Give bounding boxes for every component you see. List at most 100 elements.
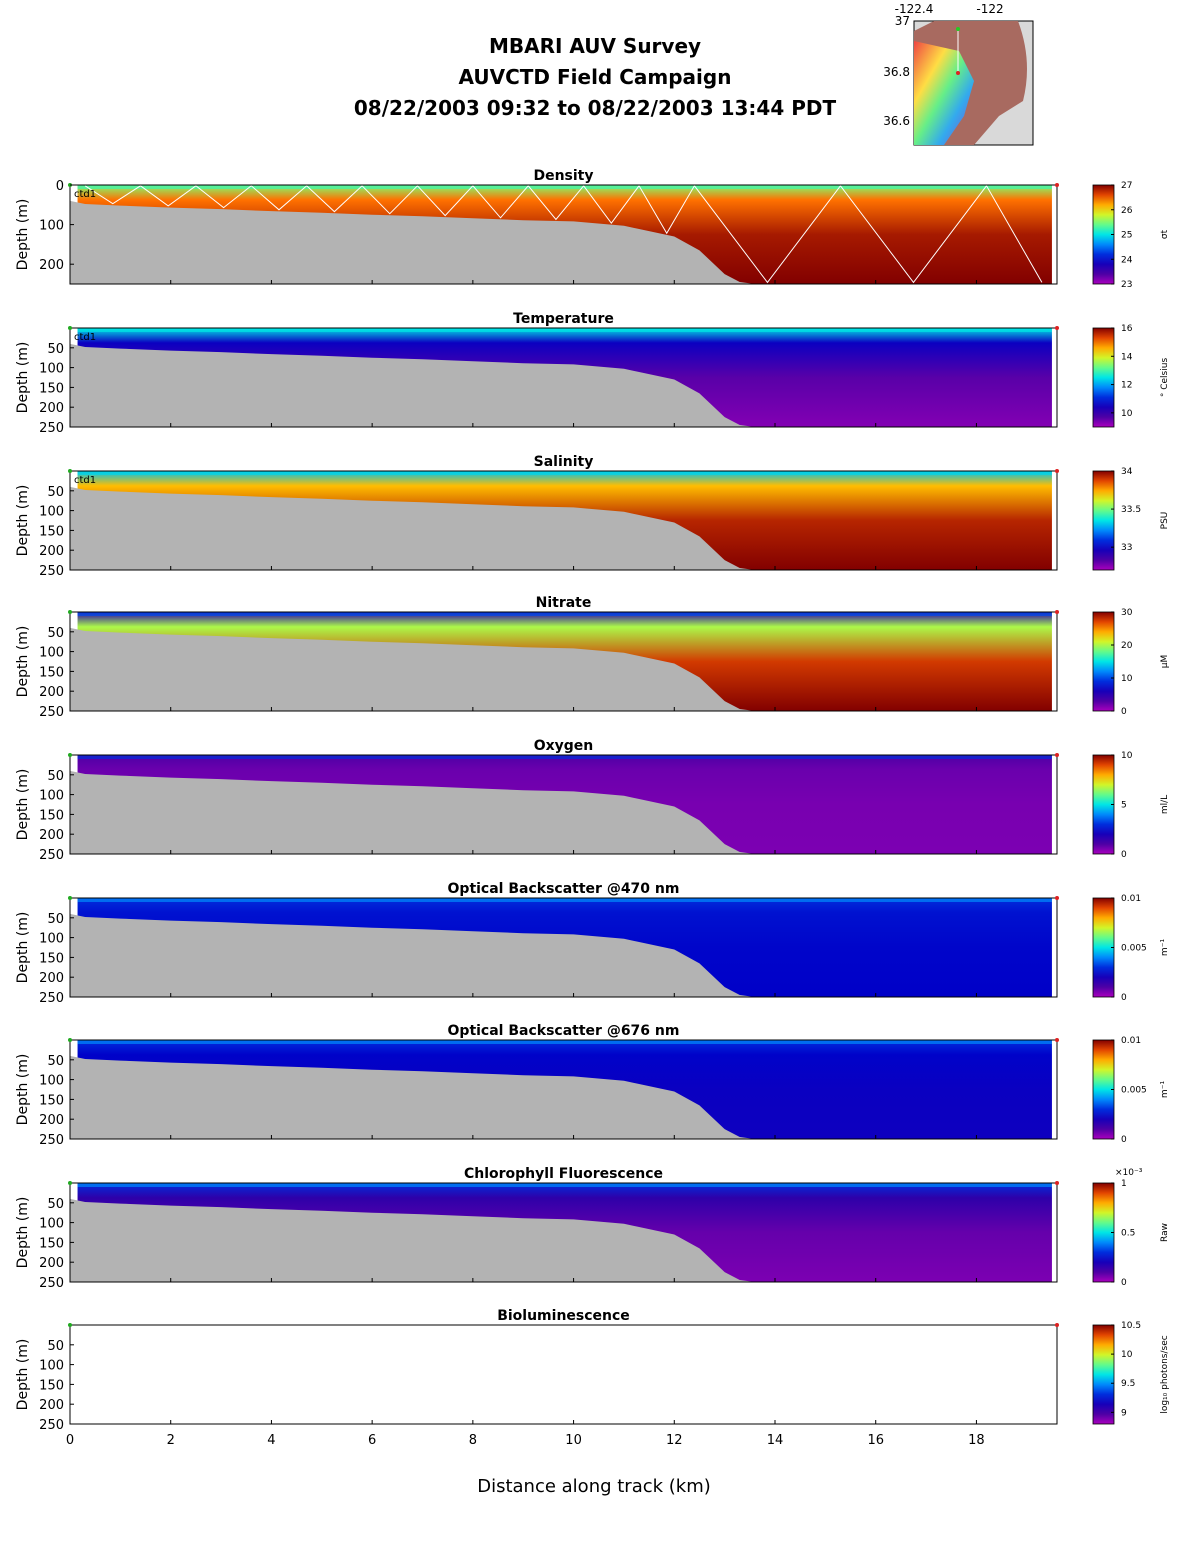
axes-frame [69,611,1058,712]
no-data-region [1051,898,1057,997]
y-tick-label: 100 [39,1359,64,1374]
y-tick-label: 200 [39,1398,64,1413]
map-y-tick: 36.8 [883,65,910,79]
y-tick-label: 250 [39,421,64,436]
colorbar-tick-label: 33 [1121,543,1132,553]
start-marker [68,610,72,614]
colorbar-units: ° Celsius [1160,358,1170,398]
y-tick-label: 50 [47,1197,64,1212]
colorbar-tick-label: 12 [1121,381,1132,391]
y-axis-label: Depth (m) [15,912,31,984]
panel-title: Salinity [534,454,594,470]
y-tick-label: 250 [39,848,64,863]
colorbar [1092,1182,1115,1283]
start-marker [68,1038,72,1042]
bathymetry [70,913,755,997]
y-tick-label: 200 [39,401,64,416]
end-marker [1055,183,1059,187]
colorbar-tick-label: 26 [1121,206,1133,216]
panel-title: Optical Backscatter @676 nm [448,1023,680,1039]
colorbar-tick-label: 0.01 [1121,894,1141,904]
y-tick-label: 50 [47,485,64,500]
x-tick-label: 4 [267,1433,275,1448]
axes-frame [69,897,1058,998]
bathymetry [70,627,755,711]
y-tick-label: 100 [39,789,64,804]
y-axis-label: Depth (m) [15,485,31,557]
colorbar [1092,1324,1115,1425]
colorbar-tick-label: 10 [1121,409,1133,419]
panel-title: Optical Backscatter @470 nm [448,881,680,897]
x-tick-label: 2 [167,1433,175,1448]
y-tick-label: 200 [39,1113,64,1128]
surface-layer [77,328,1052,332]
y-tick-label: 50 [47,1339,64,1354]
y-tick-label: 150 [39,808,64,823]
y-tick-label: 50 [47,912,64,927]
bathymetry [70,486,755,570]
colorbar-tick-label: 9.5 [1121,1379,1135,1389]
chart-title-line1: MBARI AUV Survey [488,34,702,58]
colorbar-tick-label: 0 [1121,1278,1127,1288]
colorbar-tick-label: 27 [1121,181,1132,191]
y-tick-label: 150 [39,665,64,680]
colorbar-tick-label: 0 [1121,707,1127,717]
track-start [956,27,960,31]
track-end [956,71,960,75]
colorbar-tick-label: 25 [1121,231,1132,241]
no-data-region [1051,185,1057,284]
y-tick-label: 200 [39,1256,64,1271]
y-tick-label: 50 [47,342,64,357]
colorbar-units: log₁₀ photons/sec [1160,1335,1170,1413]
y-tick-label: 250 [39,1276,64,1291]
bathymetry-shading [914,41,974,145]
y-tick-label: 100 [39,1217,64,1232]
y-tick-label: 50 [47,769,64,784]
end-marker [1055,1038,1059,1042]
x-axis-label: Distance along track (km) [477,1476,711,1497]
end-marker [1055,469,1059,473]
y-tick-label: 250 [39,1133,64,1148]
no-data-region [1051,1183,1057,1282]
y-axis-label: Depth (m) [15,769,31,841]
colorbar [1092,470,1115,571]
colorbar-tick-label: 24 [1121,255,1133,265]
colorbar-units: μM [1160,655,1170,669]
x-tick-label: 16 [867,1433,884,1448]
end-marker [1055,610,1059,614]
x-tick-label: 10 [565,1433,582,1448]
axes-frame [69,327,1058,428]
y-tick-label: 100 [39,362,64,377]
y-tick-label: 150 [39,524,64,539]
end-marker [1055,896,1059,900]
y-tick-label: 100 [39,646,64,661]
y-tick-label: 200 [39,971,64,986]
y-axis-label: Depth (m) [15,199,31,271]
y-tick-label: 100 [39,505,64,520]
panel-optical-backscatter-470-nm: Optical Backscatter @470 nm 50 100 150 200 25… [15,881,1170,1006]
colorbar-tick-label: 33.5 [1121,505,1141,515]
chart-title-line2: AUVCTD Field Campaign [458,65,732,89]
panel-temperature: ctd1 Temperature 50 100 150 200 250 Depth (m) 16… [15,311,1170,436]
colorbar-tick-label: 9 [1121,1408,1127,1418]
bathymetry [70,343,755,427]
x-tick-label: 8 [469,1433,477,1448]
colorbar-tick-label: 0.01 [1121,1036,1141,1046]
y-tick-label: 50 [47,1054,64,1069]
colorbar-tick-label: 30 [1121,608,1133,618]
panel-title: Temperature [513,311,614,327]
start-marker [68,753,72,757]
x-tick-label: 12 [666,1433,683,1448]
y-tick-label: 150 [39,1093,64,1108]
y-tick-label: 250 [39,705,64,720]
axes-frame [69,1039,1058,1140]
axes-frame [69,184,1058,285]
auv-track-line [84,184,1043,284]
station-label: ctd1 [74,332,96,343]
colorbar [1092,897,1115,998]
colorbar-tick-label: 0 [1121,993,1127,1003]
y-axis-label: Depth (m) [15,1054,31,1126]
chart-title-line3: 08/22/2003 09:32 to 08/22/2003 13:44 PDT [353,96,837,120]
colorbar-units: m⁻¹ [1160,1081,1170,1099]
